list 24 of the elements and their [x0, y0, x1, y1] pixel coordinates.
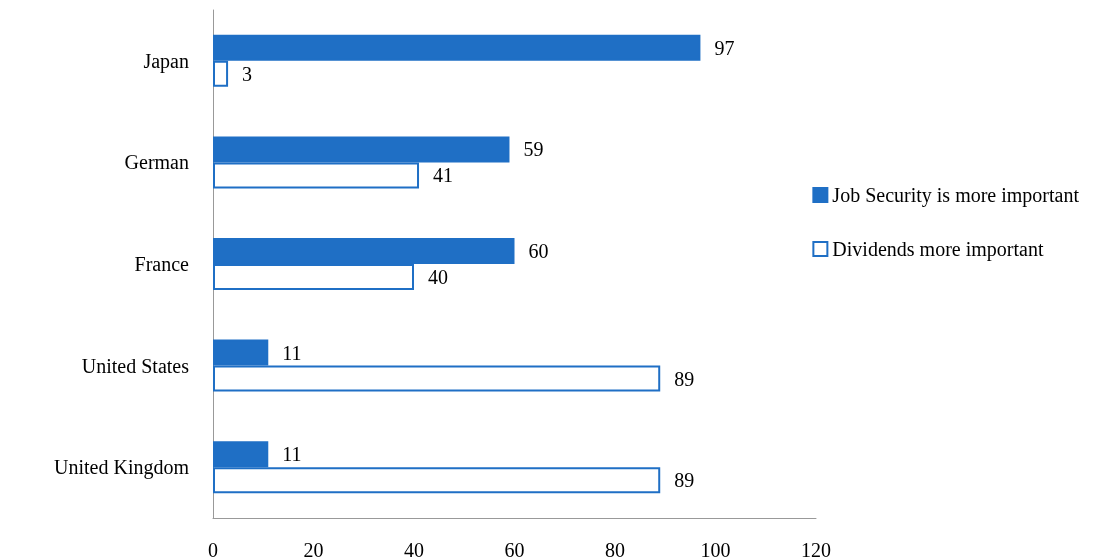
x-tick-label: 80 — [605, 539, 625, 560]
x-tick-label: 0 — [208, 539, 218, 560]
x-tick-label: 20 — [303, 539, 324, 560]
data-label: 89 — [674, 469, 695, 492]
y-tick-label: United Kingdom — [54, 456, 190, 480]
data-label: 3 — [242, 62, 253, 85]
data-label: 40 — [428, 266, 448, 288]
data-label: 60 — [528, 240, 549, 262]
x-tick-label: 120 — [801, 539, 831, 560]
data-label: 11 — [282, 341, 302, 364]
y-tick-label: German — [124, 151, 189, 174]
legend-label: Dividends more important — [832, 238, 1044, 261]
x-tick-label: 40 — [404, 539, 424, 560]
data-label: 11 — [282, 443, 302, 466]
data-label: 41 — [433, 164, 454, 187]
x-tick-label: 60 — [504, 539, 525, 560]
x-tick-label: 100 — [700, 539, 731, 560]
data-label: 89 — [674, 367, 695, 390]
data-label: 97 — [714, 36, 735, 59]
y-tick-label: France — [134, 253, 190, 275]
legend-label: Job Security is more important — [832, 184, 1080, 207]
y-tick-label: Japan — [143, 49, 189, 73]
data-label: 59 — [523, 138, 544, 161]
y-tick-label: United States — [81, 354, 190, 377]
